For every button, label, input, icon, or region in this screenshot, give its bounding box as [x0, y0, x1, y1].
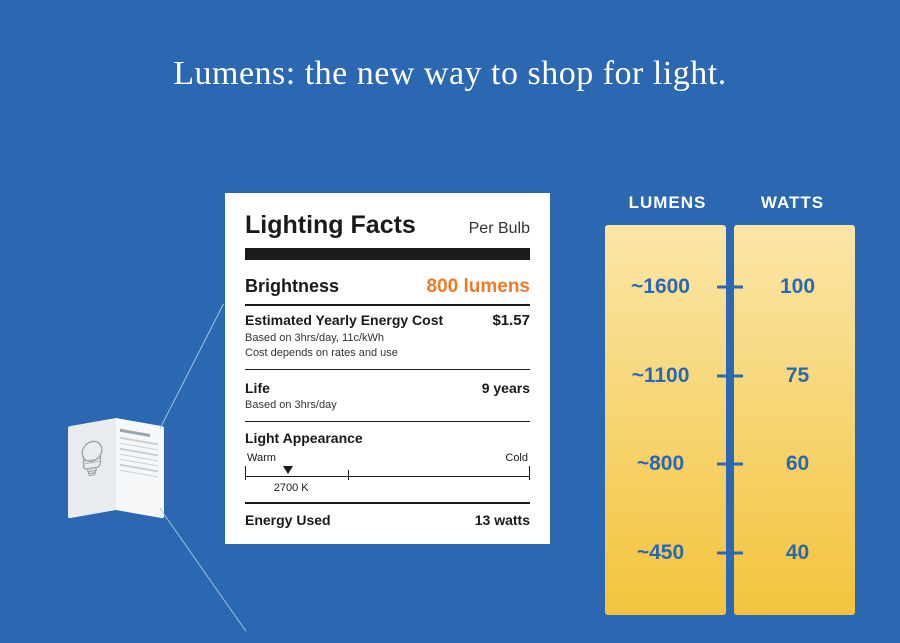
lumens-column: ~1600 ~1100 ~800 ~450	[605, 225, 726, 615]
appearance-warm: Warm	[247, 452, 276, 464]
lighting-facts-card: Lighting Facts Per Bulb Brightness 800 l…	[225, 193, 550, 544]
lumens-value: ~1600	[605, 275, 726, 299]
lumens-value: ~800	[605, 452, 726, 476]
life-value: 9 years	[482, 380, 530, 396]
card-per-bulb: Per Bulb	[469, 220, 530, 238]
watts-value: 40	[734, 541, 855, 565]
bulb-package-icon	[68, 408, 168, 513]
appearance-title: Light Appearance	[245, 430, 530, 446]
lightbulb-icon	[78, 438, 106, 485]
appearance-block: Light Appearance Warm Cold 2700 K	[245, 422, 530, 504]
lumens-value: ~450	[605, 541, 726, 565]
thick-rule	[245, 248, 530, 260]
zoom-ray-top	[160, 304, 224, 429]
content-area: Lighting Facts Per Bulb Brightness 800 l…	[0, 93, 900, 623]
appearance-kelvin: 2700 K	[245, 482, 530, 504]
appearance-scale	[245, 466, 530, 480]
cost-sub: Based on 3hrs/day, 11c/kWh Cost depends …	[245, 331, 530, 370]
brightness-value: 800 lumens	[427, 276, 531, 298]
brightness-label: Brightness	[245, 276, 339, 297]
energy-value: 13 watts	[475, 512, 530, 528]
cost-value: $1.57	[492, 312, 530, 329]
lumens-value: ~1100	[605, 364, 726, 388]
package-mini-label	[120, 429, 158, 482]
page-title: Lumens: the new way to shop for light.	[0, 0, 900, 93]
appearance-cold: Cold	[505, 452, 528, 464]
life-sub: Based on 3hrs/day	[245, 398, 530, 422]
comp-head-watts: WATTS	[730, 193, 855, 213]
life-label: Life	[245, 380, 270, 396]
cost-label: Estimated Yearly Energy Cost	[245, 312, 443, 328]
watts-value: 75	[734, 364, 855, 388]
card-heading: Lighting Facts	[245, 211, 416, 240]
cost-sub-line2: Cost depends on rates and use	[245, 346, 530, 361]
energy-label: Energy Used	[245, 512, 331, 528]
watts-value: 60	[734, 452, 855, 476]
comparison-table: LUMENS WATTS ~1600 ~1100 ~800 ~450 100 75 60 4…	[605, 193, 855, 615]
watts-value: 100	[734, 275, 855, 299]
comp-head-lumens: LUMENS	[605, 193, 730, 213]
cost-sub-line1: Based on 3hrs/day, 11c/kWh	[245, 331, 530, 346]
watts-column: 100 75 60 40	[734, 225, 855, 615]
